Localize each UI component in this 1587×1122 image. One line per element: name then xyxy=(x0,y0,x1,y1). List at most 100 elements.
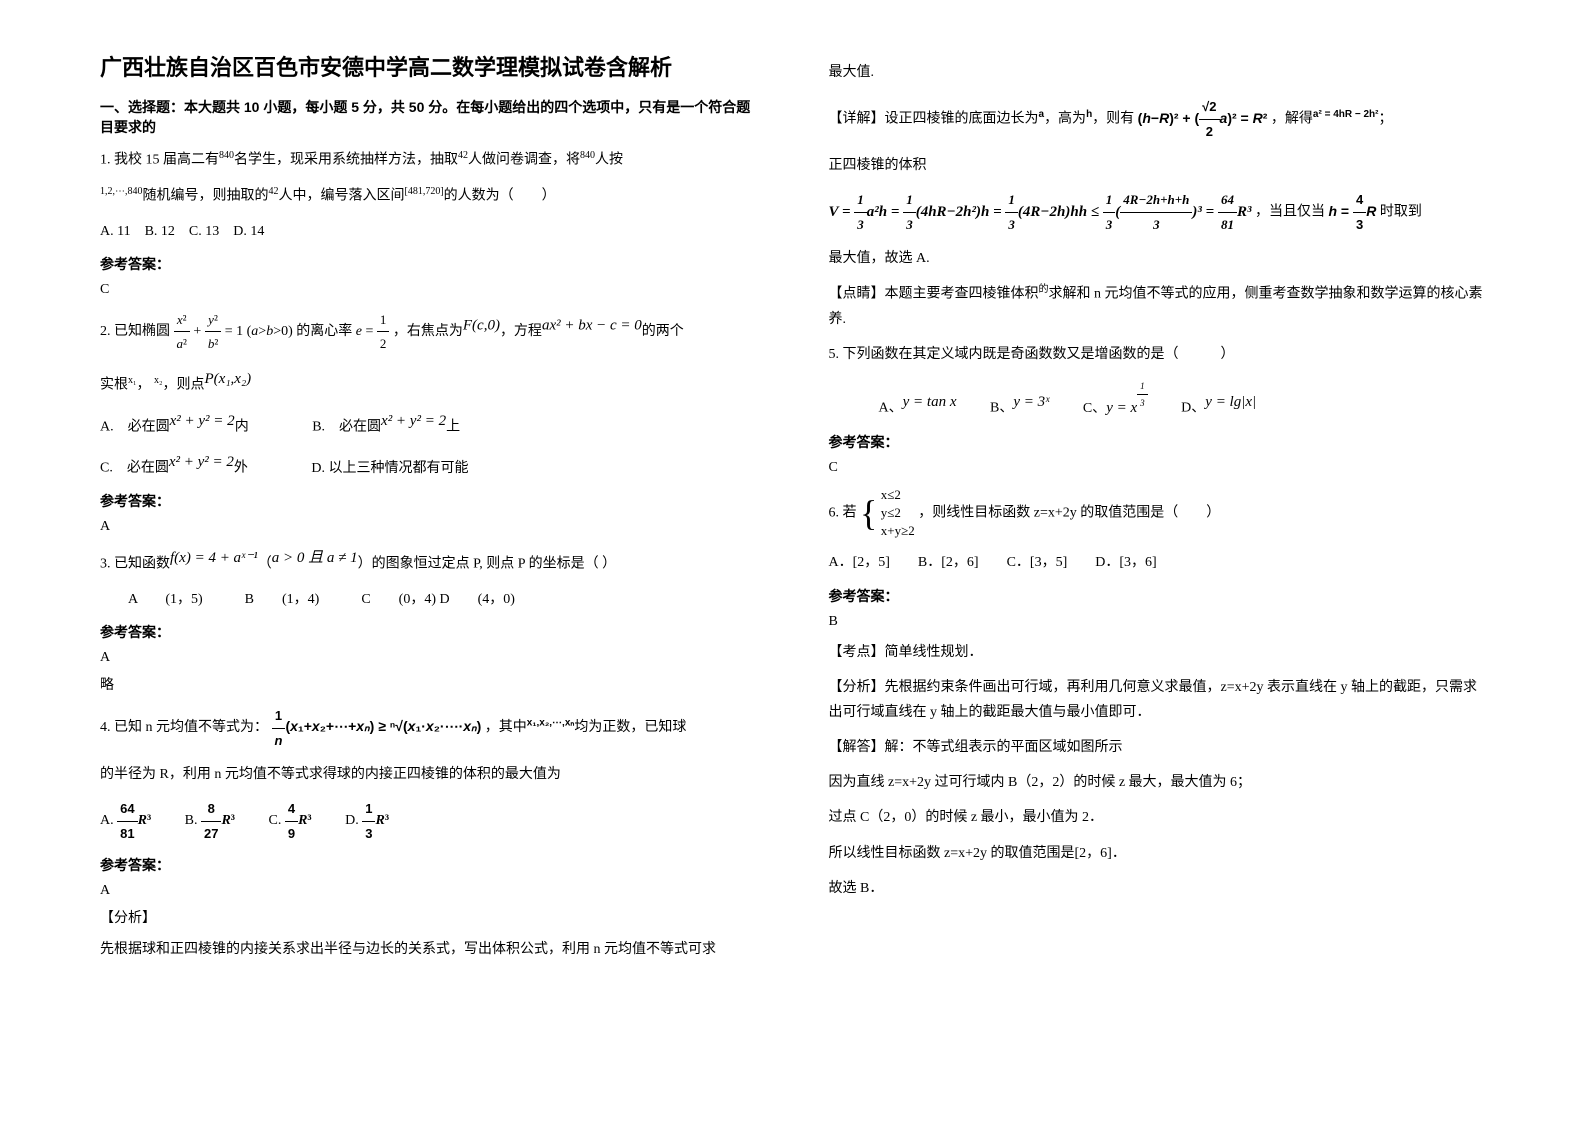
q6-sol1-line: 【解答】解：不等式组表示的平面区域如图所示 xyxy=(829,735,1488,760)
q2-optD: D. 以上三种情况都有可能 xyxy=(311,456,468,481)
q4-optC-frac: 49 xyxy=(285,797,298,845)
r-bigeq-line: V = 13a²h = 13(4hR−2h²)h = 13(4R−2h)hh ≤… xyxy=(829,188,1488,236)
q3-t3: ）的图象恒过定点 P, 则点 P 的坐标是（ ） xyxy=(358,557,617,572)
q1-l2c: 人中，编号落入区间 xyxy=(279,189,405,204)
q2-optA: A. 必在圆 xyxy=(100,419,170,434)
q6-c3: x+y≥2 xyxy=(881,522,915,540)
q5-optD: y = lg|x| xyxy=(1205,394,1256,410)
q3-t1: 3. 已知函数 xyxy=(100,557,170,572)
q5-optA: y = tan x xyxy=(903,394,957,410)
r-pyrv: 正四棱锥的体积 xyxy=(829,153,1488,178)
q5-optB: y = 3ˣ xyxy=(1013,394,1049,410)
q1-l2d: 的人数为（ ） xyxy=(444,189,556,204)
q1-ans-label: 参考答案： xyxy=(100,254,759,274)
r-point-de: 的 xyxy=(1039,284,1049,295)
q6-c1: x≤2 xyxy=(881,486,915,504)
q5-ans: C xyxy=(829,460,1488,476)
r-only2: 时取到 xyxy=(1380,205,1422,220)
q6-sol2: 因为直线 z=x+2y 过可行域内 B（2，2）的时候 z 最大，最大值为 6； xyxy=(829,770,1488,795)
q6-brace: { xyxy=(860,497,877,529)
q5-optB-l: B、 xyxy=(990,401,1013,416)
q4-optD-l: D. xyxy=(345,813,359,828)
q1-line2: 1,2,⋯,840随机编号，则抽取的42人中，编号落入区间[481,720]的人… xyxy=(100,183,759,209)
r-eq2: a² = 4hR − 2h² xyxy=(1313,109,1379,120)
q2-optC2: 外 xyxy=(234,461,248,476)
q2-t1: 2. 已知椭圆 xyxy=(100,324,170,339)
q2-optC: C. 必在圆 xyxy=(100,461,169,476)
q2-quad: ax² + bx − c = 0 xyxy=(542,317,642,333)
q1-ans: C xyxy=(100,282,759,298)
q4-frac: 1n xyxy=(272,704,286,752)
q6-opts: A．[2，5] B．[2，6] C．[3，5] D．[3，6] xyxy=(829,550,1488,575)
q6-sol1: 解：不等式组表示的平面区域如图所示 xyxy=(885,740,1123,755)
q2-ellipse-frac2: y²b² xyxy=(205,308,221,356)
r-d3: ，则有 xyxy=(1092,112,1134,127)
q3-opts: A (1，5) B (1，4) C (0，4) D (4，0) xyxy=(100,587,759,612)
q1-seq: 1,2,⋯,840 xyxy=(100,186,143,197)
q4-analysis: 先根据球和正四棱锥的内接关系求出半径与边长的关系式，写出体积公式，利用 n 元均… xyxy=(100,937,759,962)
r-bigeq: V = 13a²h = 13(4hR−2h²)h = 13(4R−2h)hh ≤… xyxy=(829,204,1252,220)
q6-sol3: 过点 C（2，0）的时候 z 最小，最小值为 2． xyxy=(829,805,1488,830)
q2-ellipse-frac1: x²a² xyxy=(174,308,190,356)
r-d2: ，高为 xyxy=(1044,112,1086,127)
q4-optB-frac: 827 xyxy=(201,797,221,845)
q3-ans-label: 参考答案： xyxy=(100,622,759,642)
r-d4: ，解得 xyxy=(1271,112,1313,127)
q5-optA-l: A、 xyxy=(879,401,903,416)
q6-sol5: 故选 B． xyxy=(829,876,1488,901)
q2-t4: ，方程 xyxy=(500,324,542,339)
q6-brace-content: x≤2 y≤2 x+y≥2 xyxy=(881,486,915,541)
r-detail-label: 【详解】 xyxy=(829,112,885,127)
q5-optC-l: C、 xyxy=(1083,401,1106,416)
q1-840b: 840 xyxy=(580,150,595,161)
q2-circC: x² + y² = 2 xyxy=(169,454,234,470)
q1-interval: [481,720] xyxy=(405,186,444,197)
q5-text: 5. 下列函数在其定义域内既是奇函数数又是增函数的是（ ） xyxy=(829,342,1488,367)
q6-an-line: 【分析】先根据约束条件画出可行域，再利用几何意义求最值，z=x+2y 表示直线在… xyxy=(829,675,1488,725)
q3-cond: a > 0 且 a ≠ 1 xyxy=(272,550,358,566)
q4-optB-l: B. xyxy=(185,813,198,828)
q2-x2: x₂ xyxy=(154,375,163,386)
q4-line1: 4. 已知 n 元均值不等式为： 1n(x₁+x₂+⋯+xₙ) ≥ ⁿ√(x₁·… xyxy=(100,704,759,752)
q1-t2: 名学生，现采用系统抽样方法，抽取 xyxy=(234,153,458,168)
q2-optB: B. 必在圆 xyxy=(312,419,381,434)
q4-optA-l: A. xyxy=(100,813,114,828)
q3-line1: 3. 已知函数f(x) = 4 + aˣ⁻¹（a > 0 且 a ≠ 1）的图象… xyxy=(100,545,759,577)
q1-t4: 人按 xyxy=(595,153,623,168)
q6-line: 6. 若 { x≤2 y≤2 x+y≥2 ，则线性目标函数 z=x+2y 的取值… xyxy=(829,486,1488,541)
q6-c2: y≤2 xyxy=(881,504,915,522)
q5-optD-l: D、 xyxy=(1181,401,1205,416)
q1-line1: 1. 我校 15 届高二有840名学生，现采用系统抽样方法，抽取42人做问卷调查… xyxy=(100,147,759,173)
r-semi: ； xyxy=(1379,112,1393,127)
q2-line1: 2. 已知椭圆 x²a² + y²b² = 1 (a>b>0) 的离心率 e =… xyxy=(100,308,759,356)
q4-analysis-label: 【分析】 xyxy=(100,907,759,927)
q2-t3: ，右焦点为 xyxy=(393,324,463,339)
q5-ans-label: 参考答案： xyxy=(829,432,1488,452)
right-column: 最大值. 【详解】设正四棱锥的底面边长为a，高为h，则有 (h−R)² + (√… xyxy=(794,0,1587,1122)
q3-ans: A xyxy=(100,650,759,666)
page-title: 广西壮族自治区百色市安德中学高二数学理模拟试卷含解析 xyxy=(100,50,759,82)
q1-l2b: 随机编号，则抽取的 xyxy=(143,189,269,204)
q1-840a: 840 xyxy=(219,150,234,161)
q2-ans: A xyxy=(100,519,759,535)
q2-x1: x₁ xyxy=(128,375,137,386)
q2-comma: ， xyxy=(137,377,151,392)
q2-l2a: 实根 xyxy=(100,377,128,392)
q1-42a: 42 xyxy=(458,150,468,161)
q4-optC-l: C. xyxy=(269,813,282,828)
q2-fc: F(c,0) xyxy=(463,317,500,333)
q6-kp-line: 【考点】简单线性规划． xyxy=(829,640,1488,665)
q2-opts-ab: A. 必在圆x² + y² = 2内 B. 必在圆x² + y² = 2上 xyxy=(100,408,759,440)
q3-t2: （ xyxy=(258,557,272,572)
q4-optD-frac: 13 xyxy=(362,797,375,845)
section-one-head: 一、选择题：本大题共 10 小题，每小题 5 分，共 50 分。在每小题给出的四… xyxy=(100,97,759,137)
q2-t6: ，则点 xyxy=(163,377,205,392)
q6-sol4: 所以线性目标函数 z=x+2y 的取值范围是[2，6]． xyxy=(829,841,1488,866)
r-point: 本题主要考查四棱锥体积 xyxy=(885,287,1039,302)
q4-optA-frac: 6481 xyxy=(117,797,137,845)
q2-t5: 的两个 xyxy=(642,324,684,339)
q4-t3: 均为正数，已知球 xyxy=(574,720,686,735)
q2-t2: 的离心率 xyxy=(296,324,352,339)
q6-an-label: 【分析】 xyxy=(829,680,885,695)
q2-ans-label: 参考答案： xyxy=(100,491,759,511)
